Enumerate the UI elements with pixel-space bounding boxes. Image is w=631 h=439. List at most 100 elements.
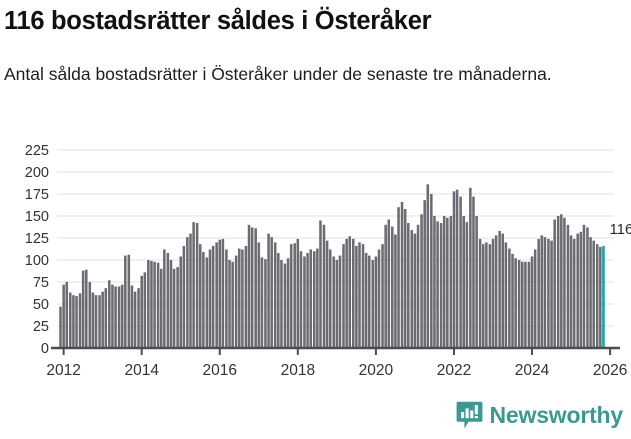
bar [88, 282, 92, 348]
bar [543, 237, 547, 348]
bar [306, 252, 309, 348]
bar [407, 223, 410, 348]
bar [72, 295, 75, 348]
bar [192, 222, 195, 348]
bar [540, 235, 544, 348]
bar [452, 191, 456, 348]
bar [338, 255, 342, 348]
bar [345, 238, 348, 348]
bar [120, 284, 124, 348]
bar [312, 251, 316, 348]
bar [576, 233, 579, 348]
x-tick-label: 2022 [437, 362, 471, 379]
bar [328, 249, 332, 348]
bar [423, 200, 426, 348]
bar-highlighted [602, 245, 605, 348]
bar [527, 261, 531, 348]
bar [124, 255, 127, 348]
bar [524, 261, 527, 348]
page-title: 116 bostadsrätter såldes i Österåker [4, 7, 432, 35]
bar [556, 216, 560, 348]
bar [589, 237, 592, 348]
bar [257, 242, 261, 348]
bar [439, 223, 443, 348]
y-tick-label: 225 [25, 143, 49, 159]
x-tick-label: 2016 [203, 362, 237, 379]
bar [75, 296, 78, 348]
bar [325, 240, 329, 348]
bar [367, 255, 371, 348]
bar [485, 242, 488, 348]
bar [98, 295, 101, 348]
y-tick-label: 175 [25, 187, 49, 203]
bar [156, 262, 160, 348]
bar [348, 236, 352, 348]
bar [394, 234, 397, 348]
bar [202, 252, 205, 348]
bar [189, 233, 192, 348]
bar [241, 249, 244, 348]
y-tick-label: 25 [33, 319, 49, 335]
bar [163, 249, 166, 348]
newsworthy-bars-icon [456, 401, 482, 429]
bar [446, 217, 449, 348]
bar [433, 216, 436, 348]
bar [186, 237, 189, 348]
bar [501, 233, 505, 348]
bar-chart: 0 25 50 75 100 125 150 175 200 225 2012 2014 2016 20… [0, 138, 631, 393]
bar [280, 260, 283, 348]
bar [205, 257, 209, 348]
y-tick-label: 150 [25, 209, 49, 225]
chart-footer: Newsworthy [0, 398, 631, 439]
bar [94, 295, 98, 348]
bar [387, 219, 391, 348]
bar [582, 224, 586, 348]
x-tick-label: 2012 [46, 362, 80, 379]
bar [91, 292, 95, 348]
x-tick-label: 2018 [281, 362, 315, 379]
bar [426, 184, 430, 348]
bar [81, 270, 85, 348]
newsworthy-logo-text: Newsworthy [489, 402, 624, 428]
bar [150, 260, 153, 348]
bar [179, 256, 183, 348]
x-tick-label: 2014 [124, 362, 159, 379]
gridlines [57, 149, 614, 327]
bar [215, 242, 218, 348]
bar [521, 261, 524, 348]
bar [371, 260, 375, 348]
x-tick-label: 2026 [593, 362, 627, 379]
bar [296, 238, 300, 348]
bar [436, 221, 439, 348]
bar [358, 242, 361, 348]
bar [508, 248, 511, 348]
bar [273, 242, 277, 348]
bar [85, 269, 88, 348]
bar [283, 263, 287, 348]
bar [400, 201, 404, 348]
bar [511, 253, 514, 348]
bar [566, 224, 570, 348]
bar [244, 245, 248, 348]
bar [384, 224, 387, 348]
y-tick-label: 50 [33, 297, 49, 313]
bar [494, 235, 498, 348]
bar [397, 207, 400, 348]
bar [595, 244, 599, 348]
bar [286, 258, 290, 348]
bar [351, 238, 355, 348]
bar [504, 242, 508, 348]
bar [355, 245, 358, 348]
bar [172, 268, 176, 348]
y-tick-label: 75 [33, 275, 49, 291]
bar [455, 189, 459, 348]
bar [488, 244, 492, 348]
bar [550, 240, 553, 348]
bar [478, 238, 482, 348]
bar [127, 254, 131, 348]
newsworthy-logo[interactable]: Newsworthy [456, 401, 623, 430]
chart-subtitle: Antal sålda bostadsrätter i Österåker un… [4, 64, 552, 84]
bar [182, 245, 186, 348]
bar [218, 239, 222, 348]
